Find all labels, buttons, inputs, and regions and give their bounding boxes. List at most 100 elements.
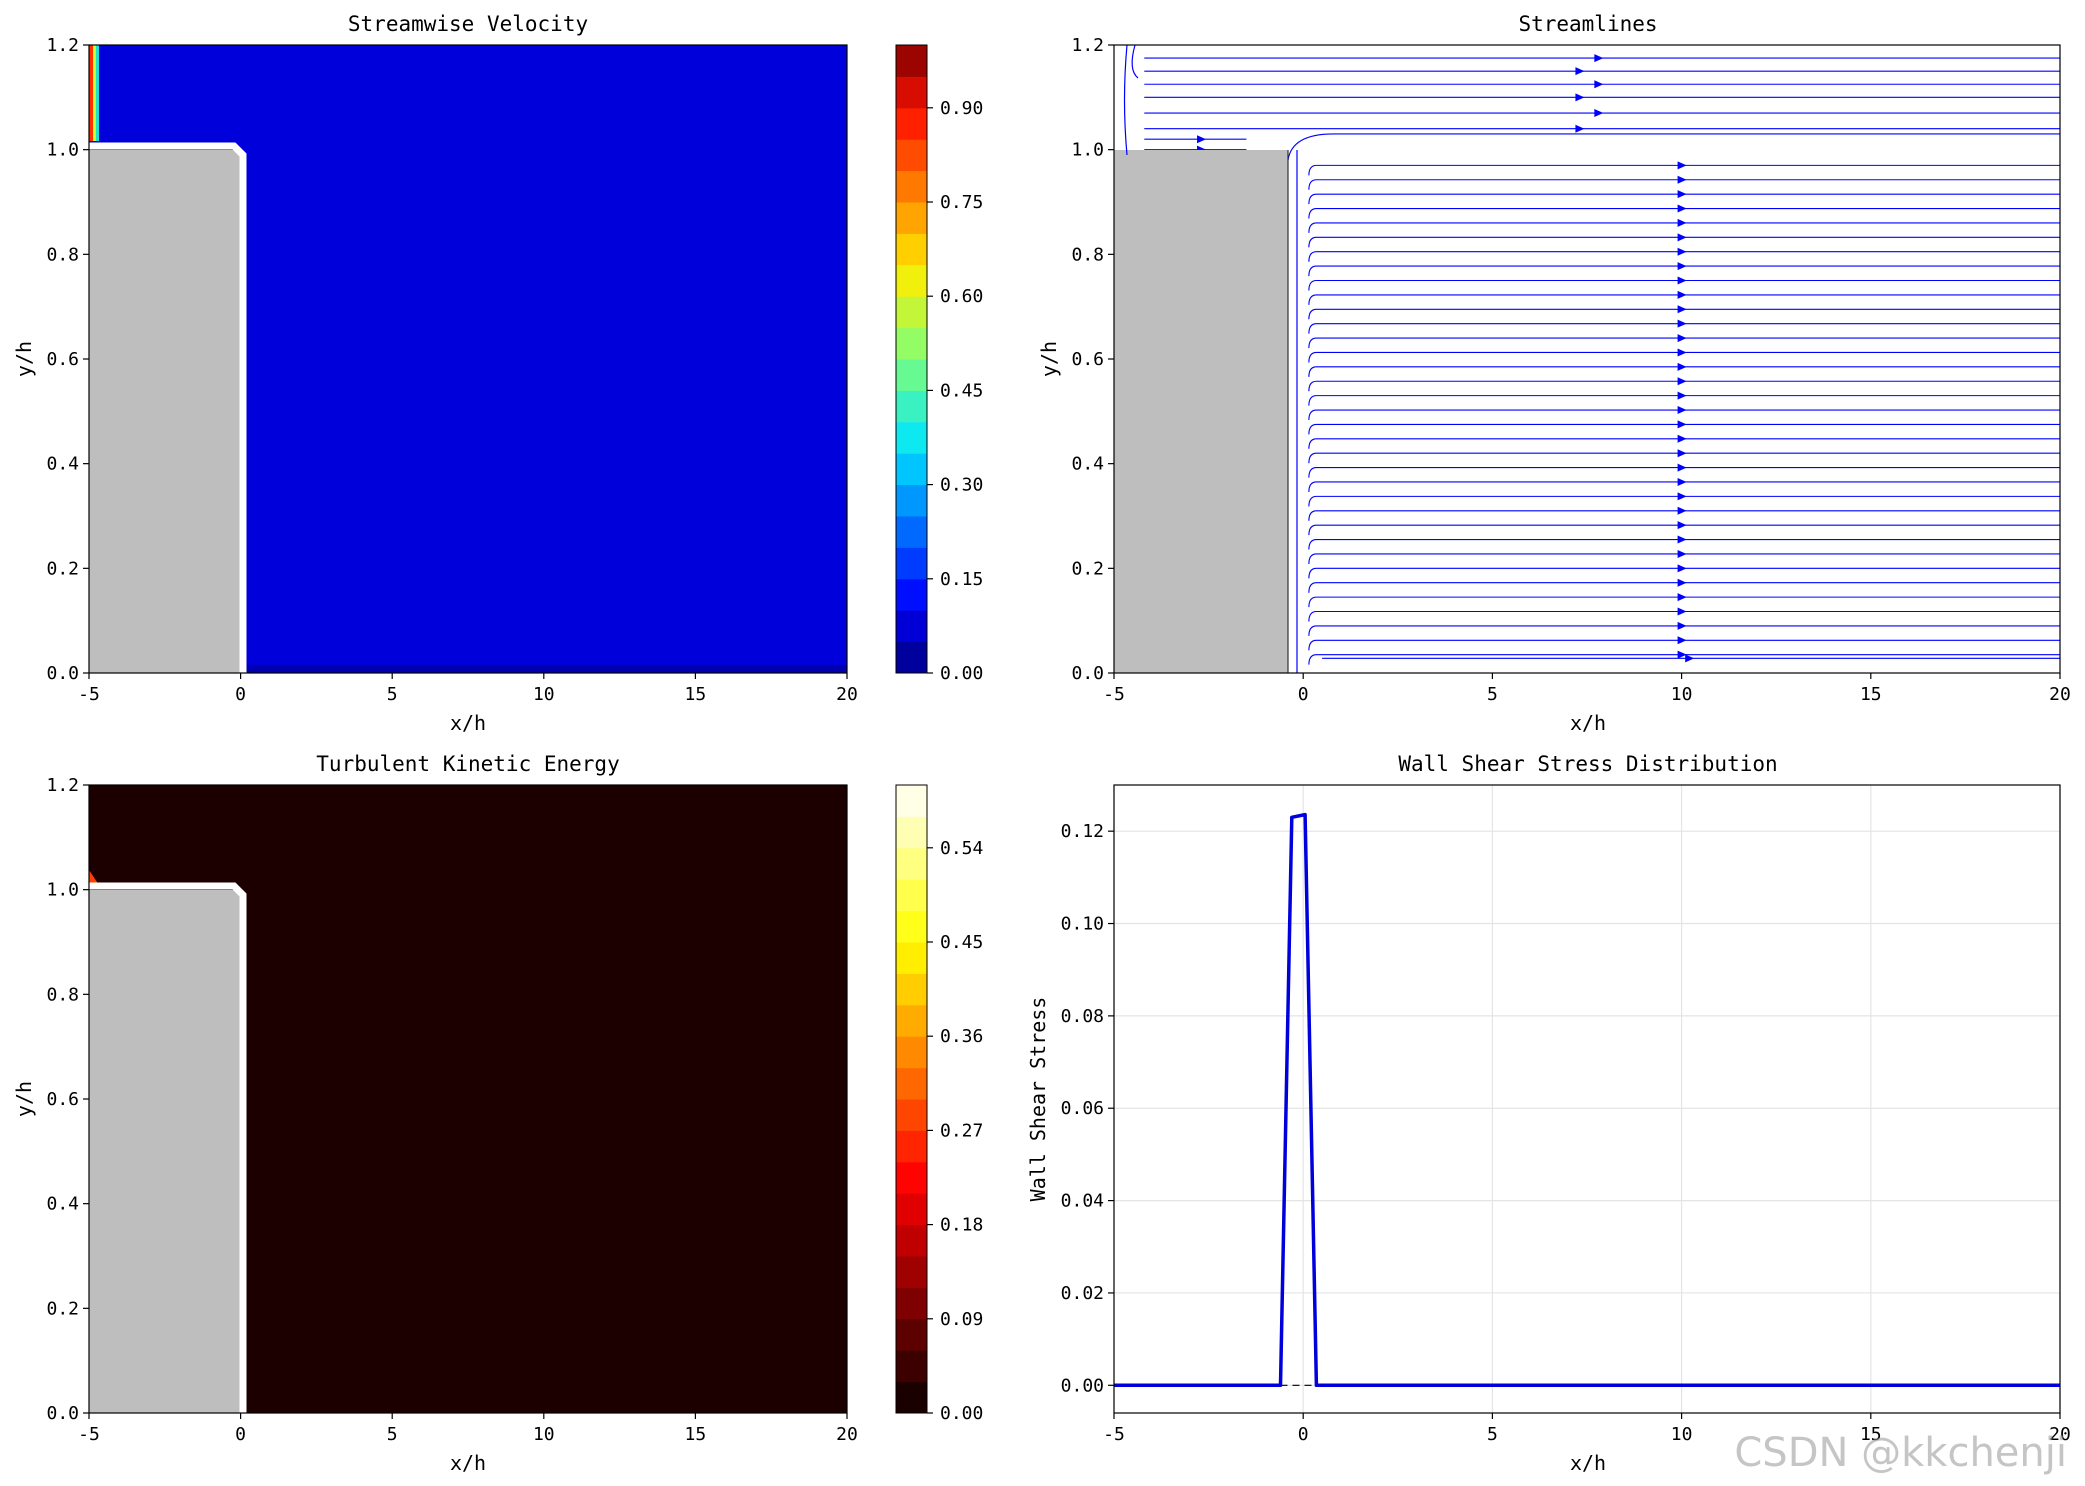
streamline-arrow	[1677, 492, 1687, 501]
streamline-arrow	[1677, 506, 1687, 515]
streamline-arrow	[1677, 636, 1687, 645]
colorbar-tick-label: 0.90	[940, 98, 983, 119]
streamline-arrow	[1677, 549, 1687, 558]
x-tick-label: 15	[685, 1424, 707, 1445]
streamline	[1287, 133, 2060, 161]
x-tick-label: -5	[78, 684, 100, 705]
plot-frame	[1113, 784, 2061, 1414]
recirculation-lines	[1123, 44, 1298, 673]
x-tick-label: -5	[78, 1424, 100, 1445]
streamline	[1308, 467, 2060, 478]
colorbar-band	[896, 610, 927, 643]
x-tick-label: 15	[1860, 1424, 1882, 1445]
streamline-arrow	[1677, 463, 1687, 472]
colorbar-tick-label: 0.09	[940, 1309, 983, 1330]
panel-turbulent-kinetic-energy: Turbulent Kinetic Energy -5 0 5 10 15 20 0.00…	[12, 752, 983, 1475]
chart-title: Turbulent Kinetic Energy	[316, 752, 619, 776]
chart-title: Streamlines	[1518, 12, 1657, 36]
streamline-arrow	[1677, 175, 1687, 184]
x-tick-label: 0	[235, 1424, 246, 1445]
x-tick-label: 5	[387, 684, 398, 705]
streamline	[1308, 222, 2060, 233]
streamline-arrow	[1677, 477, 1687, 486]
streamline-arrow	[1677, 621, 1687, 630]
colorbar-tick-label: 0.27	[940, 1120, 983, 1141]
x-tick-label: 10	[533, 684, 555, 705]
y-axis-label: y/h	[12, 341, 36, 377]
streamline	[1308, 179, 2060, 190]
y-axis-label: y/h	[1037, 341, 1061, 377]
streamline	[1308, 207, 2060, 219]
streamline-arrow	[1677, 218, 1687, 227]
x-axis-label: x/h	[450, 1451, 486, 1475]
x-axis-label: x/h	[1570, 1451, 1606, 1475]
velocity-inlet-red	[89, 45, 93, 141]
colorbar-band	[896, 1067, 927, 1100]
colorbar-band	[896, 973, 927, 1006]
streamline	[1308, 251, 2060, 262]
x-tick-label: -5	[1103, 684, 1125, 705]
streamline-arrow	[1677, 262, 1687, 271]
y-tick-label: 0.04	[1061, 1191, 1104, 1212]
colorbar-tick-label: 0.45	[940, 932, 983, 953]
y-tick-label: 0.8	[46, 244, 79, 265]
colorbar-band	[896, 1099, 927, 1131]
colorbar-band	[896, 847, 927, 880]
x-tick-label: 10	[533, 1424, 555, 1445]
streamline-arrow	[1677, 204, 1687, 213]
y-tick-label: 1.0	[46, 880, 79, 901]
streamline-arrow	[1575, 67, 1585, 76]
streamline-arrow	[1677, 377, 1687, 386]
x-tick-label: 5	[1487, 1424, 1498, 1445]
x-tick-label: 0	[1298, 1424, 1309, 1445]
streamline	[1308, 610, 2060, 622]
streamline	[1308, 625, 2060, 636]
colorbar-band	[896, 1036, 927, 1069]
x-tick-label: 0	[235, 684, 246, 705]
colorbar-band	[896, 516, 927, 548]
y-axis: 0.00 0.02 0.04 0.06 0.08 0.10 0.12	[1061, 821, 1114, 1396]
plot-area	[1113, 44, 2061, 674]
y-tick-label: 0.2	[46, 1298, 79, 1319]
colorbar-tick-label: 0.15	[940, 569, 983, 590]
x-axis: -5 0 5 10 15 20	[1103, 1413, 2071, 1445]
streamline	[1131, 44, 1139, 79]
colorbar-band	[896, 484, 927, 517]
x-tick-label: 5	[387, 1424, 398, 1445]
velocity-wall-layer	[243, 665, 847, 673]
colorbar-tick-label: 0.00	[940, 663, 983, 684]
y-tick-label: 0.2	[1071, 558, 1104, 579]
colorbar-band	[896, 1256, 927, 1288]
streamline	[1308, 164, 2060, 176]
x-tick-label: 0	[1298, 684, 1309, 705]
colorbar-band	[896, 139, 927, 172]
colorbar-frame	[895, 44, 928, 674]
colorbar-bands	[896, 45, 927, 674]
streamline-arrow	[1677, 362, 1687, 371]
streamline-arrow	[1677, 593, 1687, 602]
x-tick-label: 20	[2049, 684, 2071, 705]
plot-area	[88, 44, 848, 674]
colorbar-band	[896, 1161, 927, 1194]
streamline-arrow	[1575, 124, 1585, 133]
y-tick-label: 0.10	[1061, 914, 1104, 935]
panel-streamlines: Streamlines -5 0 5 10 15 20 0.0 0.2 0.4 0.6 0.8 1.…	[1037, 12, 2071, 735]
streamline-arrow	[1594, 80, 1604, 89]
streamline	[1308, 539, 2060, 550]
velocity-inlet-yellow	[93, 45, 96, 141]
colorbar-band	[896, 816, 927, 849]
streamline-arrow	[1677, 190, 1687, 199]
y-tick-label: 0.2	[46, 558, 79, 579]
colorbar-tick-label: 0.54	[940, 838, 983, 859]
colorbar-frame	[895, 784, 928, 1414]
streamline	[1308, 351, 2060, 363]
colorbar-band	[896, 390, 927, 423]
panel-wall-shear-stress: Wall Shear Stress Distribution -5 0 5 10 15 2…	[1026, 752, 2071, 1475]
streamline-arrow	[1677, 276, 1687, 285]
streamline-arrow	[1677, 535, 1687, 544]
y-tick-label: 1.2	[46, 35, 79, 56]
streamline-arrow	[1677, 391, 1687, 400]
x-axis: -5 0 5 10 15 20	[78, 1413, 858, 1445]
streamlines	[1144, 54, 2060, 665]
